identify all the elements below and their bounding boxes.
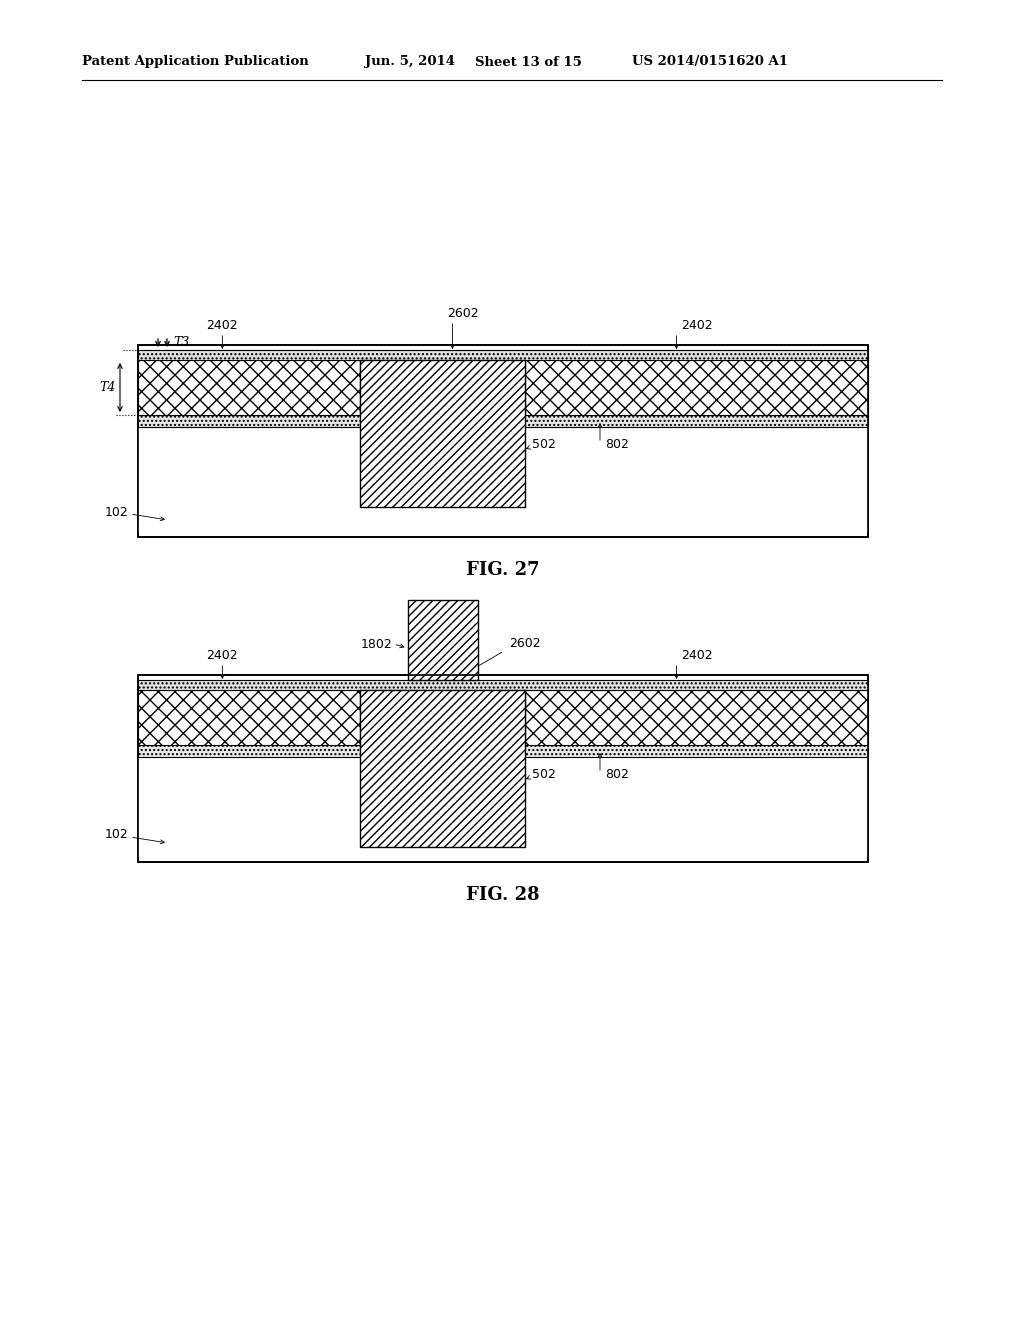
Text: 2402: 2402 — [207, 649, 239, 663]
Bar — [138, 690, 360, 744]
Bar — [138, 675, 868, 862]
Bar — [138, 675, 868, 862]
Text: FIG. 27: FIG. 27 — [466, 561, 540, 579]
Bar — [138, 744, 868, 756]
Bar — [138, 345, 868, 537]
Bar — [138, 350, 868, 360]
Bar — [360, 360, 525, 414]
Text: 502: 502 — [532, 768, 556, 781]
Text: T4: T4 — [99, 381, 116, 393]
Bar — [408, 601, 477, 680]
Text: 2602: 2602 — [509, 638, 541, 649]
Text: 2402: 2402 — [681, 649, 713, 663]
Text: 1802: 1802 — [360, 638, 392, 651]
Text: 2602: 2602 — [446, 308, 478, 319]
Text: 2402: 2402 — [681, 319, 713, 333]
Bar — [138, 345, 868, 537]
Text: T3: T3 — [173, 337, 189, 350]
Bar — [138, 680, 868, 690]
Bar — [138, 360, 360, 414]
Bar — [138, 756, 868, 857]
Bar — [138, 426, 868, 532]
Text: Jun. 5, 2014: Jun. 5, 2014 — [365, 55, 455, 69]
Bar — [525, 360, 868, 414]
Text: 502: 502 — [532, 438, 556, 451]
Text: 102: 102 — [104, 829, 128, 842]
Text: 2402: 2402 — [207, 319, 239, 333]
Bar — [360, 690, 525, 847]
Text: Sheet 13 of 15: Sheet 13 of 15 — [475, 55, 582, 69]
Bar — [525, 690, 868, 744]
Text: US 2014/0151620 A1: US 2014/0151620 A1 — [632, 55, 788, 69]
Bar — [360, 360, 525, 507]
Bar — [138, 414, 868, 426]
Text: FIG. 28: FIG. 28 — [466, 886, 540, 904]
Bar — [360, 690, 525, 744]
Text: 802: 802 — [605, 768, 629, 781]
Text: Patent Application Publication: Patent Application Publication — [82, 55, 309, 69]
Text: 102: 102 — [104, 506, 128, 519]
Text: 802: 802 — [605, 438, 629, 451]
